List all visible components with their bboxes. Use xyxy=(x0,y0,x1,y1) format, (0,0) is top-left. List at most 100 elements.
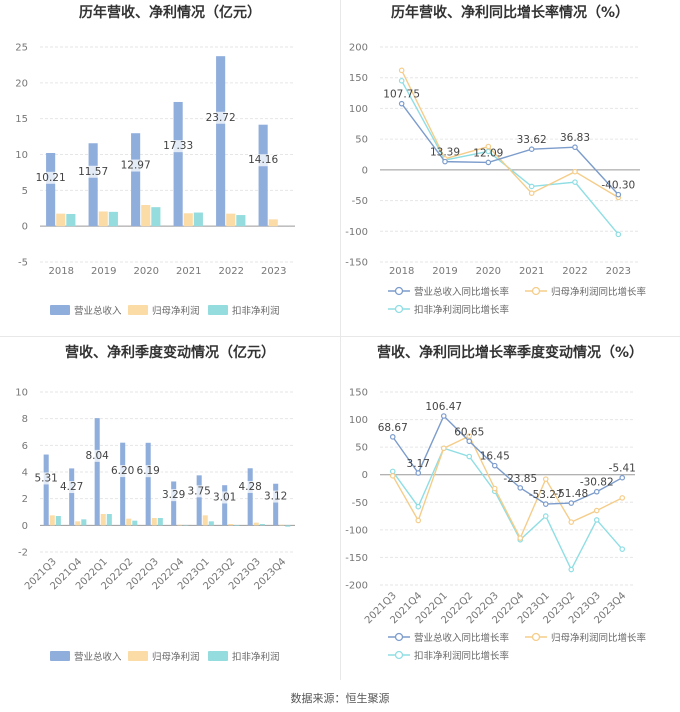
series-point-ded_line xyxy=(615,231,622,238)
legend-label: 营业总收入 xyxy=(74,651,122,663)
data-label-bg xyxy=(160,489,187,502)
legend-label: 扣非净利润 xyxy=(232,305,280,317)
bar-revenue xyxy=(145,442,151,526)
y-tick-label: -150 xyxy=(345,553,368,564)
y-tick-label: 100 xyxy=(349,104,368,115)
y-tick-label: -100 xyxy=(345,227,368,238)
y-tick-label: 50 xyxy=(355,135,368,146)
y-tick-label: -200 xyxy=(345,581,368,592)
series-point-net_line xyxy=(389,473,396,479)
series-line-rev_line xyxy=(401,103,619,196)
bar-deducted xyxy=(193,212,203,227)
bar-deducted xyxy=(234,525,240,526)
x-tick-label: 2022 xyxy=(562,266,587,277)
series-point-ded_line xyxy=(398,77,405,84)
y-tick-label: 8 xyxy=(22,414,28,425)
bar-deducted xyxy=(151,207,161,227)
data-label: -51.48 xyxy=(554,488,588,500)
data-label: 3.29 xyxy=(162,489,185,501)
legend-label: 扣非净利润 xyxy=(232,651,280,663)
series-point-rev_line xyxy=(491,462,498,469)
bar-revenue xyxy=(173,101,183,227)
y-tick-label: 0 xyxy=(22,521,28,532)
data-label: -53.27 xyxy=(529,489,563,501)
data-label-bg xyxy=(80,165,107,178)
data-label: 4.27 xyxy=(60,481,83,493)
legend-swatch xyxy=(50,651,70,661)
x-tick-label: 2020 xyxy=(476,266,501,277)
legend-marker xyxy=(394,286,404,296)
x-tick-label: 2023 xyxy=(606,266,631,277)
legend-label: 营业总收入同比增长率 xyxy=(414,286,510,298)
bar-revenue xyxy=(196,475,202,526)
legend-marker xyxy=(394,632,404,642)
data-label: 3.12 xyxy=(264,491,287,503)
series-point-net_line xyxy=(572,168,578,175)
x-tick-label: 2022 xyxy=(219,266,244,277)
bar-revenue xyxy=(94,418,100,526)
bar-net xyxy=(177,524,183,526)
bar-deducted xyxy=(81,519,87,526)
bar-revenue xyxy=(43,454,49,526)
bar-deducted xyxy=(208,521,214,526)
bar-deducted xyxy=(285,525,291,527)
annual-growth-line-chart: 历年营收、净利同比增长率情况（%） -150 -100 -50 0 50 100 150 200… xyxy=(340,0,680,330)
series-point-ded_line xyxy=(619,546,626,552)
data-label-bg xyxy=(186,485,213,498)
data-label-bg xyxy=(165,140,192,153)
series-line-ded_line xyxy=(392,447,623,572)
series-point-net_line xyxy=(517,535,524,541)
series-point-net_line xyxy=(542,476,549,482)
quarter-growth-svg: 营收、净利同比增长率季度变动情况（%） -200 -150 -100 -50 0 50 100… xyxy=(345,344,647,662)
data-label-bg xyxy=(135,465,162,478)
series-point-ded_line xyxy=(528,183,535,190)
data-label: 107.75 xyxy=(383,89,420,101)
bar-net xyxy=(75,521,81,526)
vertical-divider xyxy=(340,0,341,680)
data-label: 68.67 xyxy=(378,422,408,434)
series-point-ded_line xyxy=(542,513,549,519)
data-label: 16.45 xyxy=(480,451,510,463)
series-point-net_line xyxy=(528,190,535,197)
bar-revenue xyxy=(216,56,226,227)
data-label-bg xyxy=(84,449,111,462)
data-label: 60.65 xyxy=(454,426,484,438)
bar-net xyxy=(49,515,55,526)
y-tick-label: -5 xyxy=(18,258,28,269)
y-tick-label: 2 xyxy=(22,494,28,505)
x-tick-label: 2018 xyxy=(389,266,414,277)
series-point-net_line xyxy=(485,143,492,150)
data-label: 3.17 xyxy=(407,458,430,470)
series-point-rev_line xyxy=(542,501,549,507)
data-label: 5.31 xyxy=(34,472,57,484)
bar-net xyxy=(151,518,157,526)
data-label-bg xyxy=(33,472,60,485)
legend-swatch xyxy=(128,305,148,315)
legend-label: 归母净利润同比增长率 xyxy=(551,632,647,644)
data-label: 12.97 xyxy=(121,160,151,172)
data-label: 23.72 xyxy=(206,112,236,124)
data-label: 13.39 xyxy=(430,147,460,159)
legend-label: 扣非净利润同比增长率 xyxy=(414,650,510,662)
bar-net xyxy=(126,518,132,526)
series-point-rev_line xyxy=(485,159,492,166)
bar-deducted xyxy=(259,524,265,526)
bar-net xyxy=(253,522,259,526)
series-point-rev_line xyxy=(398,100,405,107)
bar-revenue xyxy=(46,152,56,227)
data-label-bg xyxy=(122,159,149,172)
series-point-ded_line xyxy=(415,503,422,510)
legend-swatch xyxy=(208,651,228,661)
data-label: 8.04 xyxy=(85,450,109,462)
y-tick-label: 15 xyxy=(15,114,28,125)
series-point-rev_line xyxy=(528,146,535,153)
bar-net xyxy=(56,213,66,227)
data-label: 6.19 xyxy=(136,465,159,477)
legend-label: 营业总收入 xyxy=(74,305,122,317)
bar-deducted xyxy=(66,213,76,227)
series-point-ded_line xyxy=(593,517,600,523)
y-tick-label: 100 xyxy=(349,415,368,426)
y-tick-label: -50 xyxy=(352,196,368,207)
series-point-net_line xyxy=(619,495,626,501)
series-point-rev_line xyxy=(517,485,524,491)
